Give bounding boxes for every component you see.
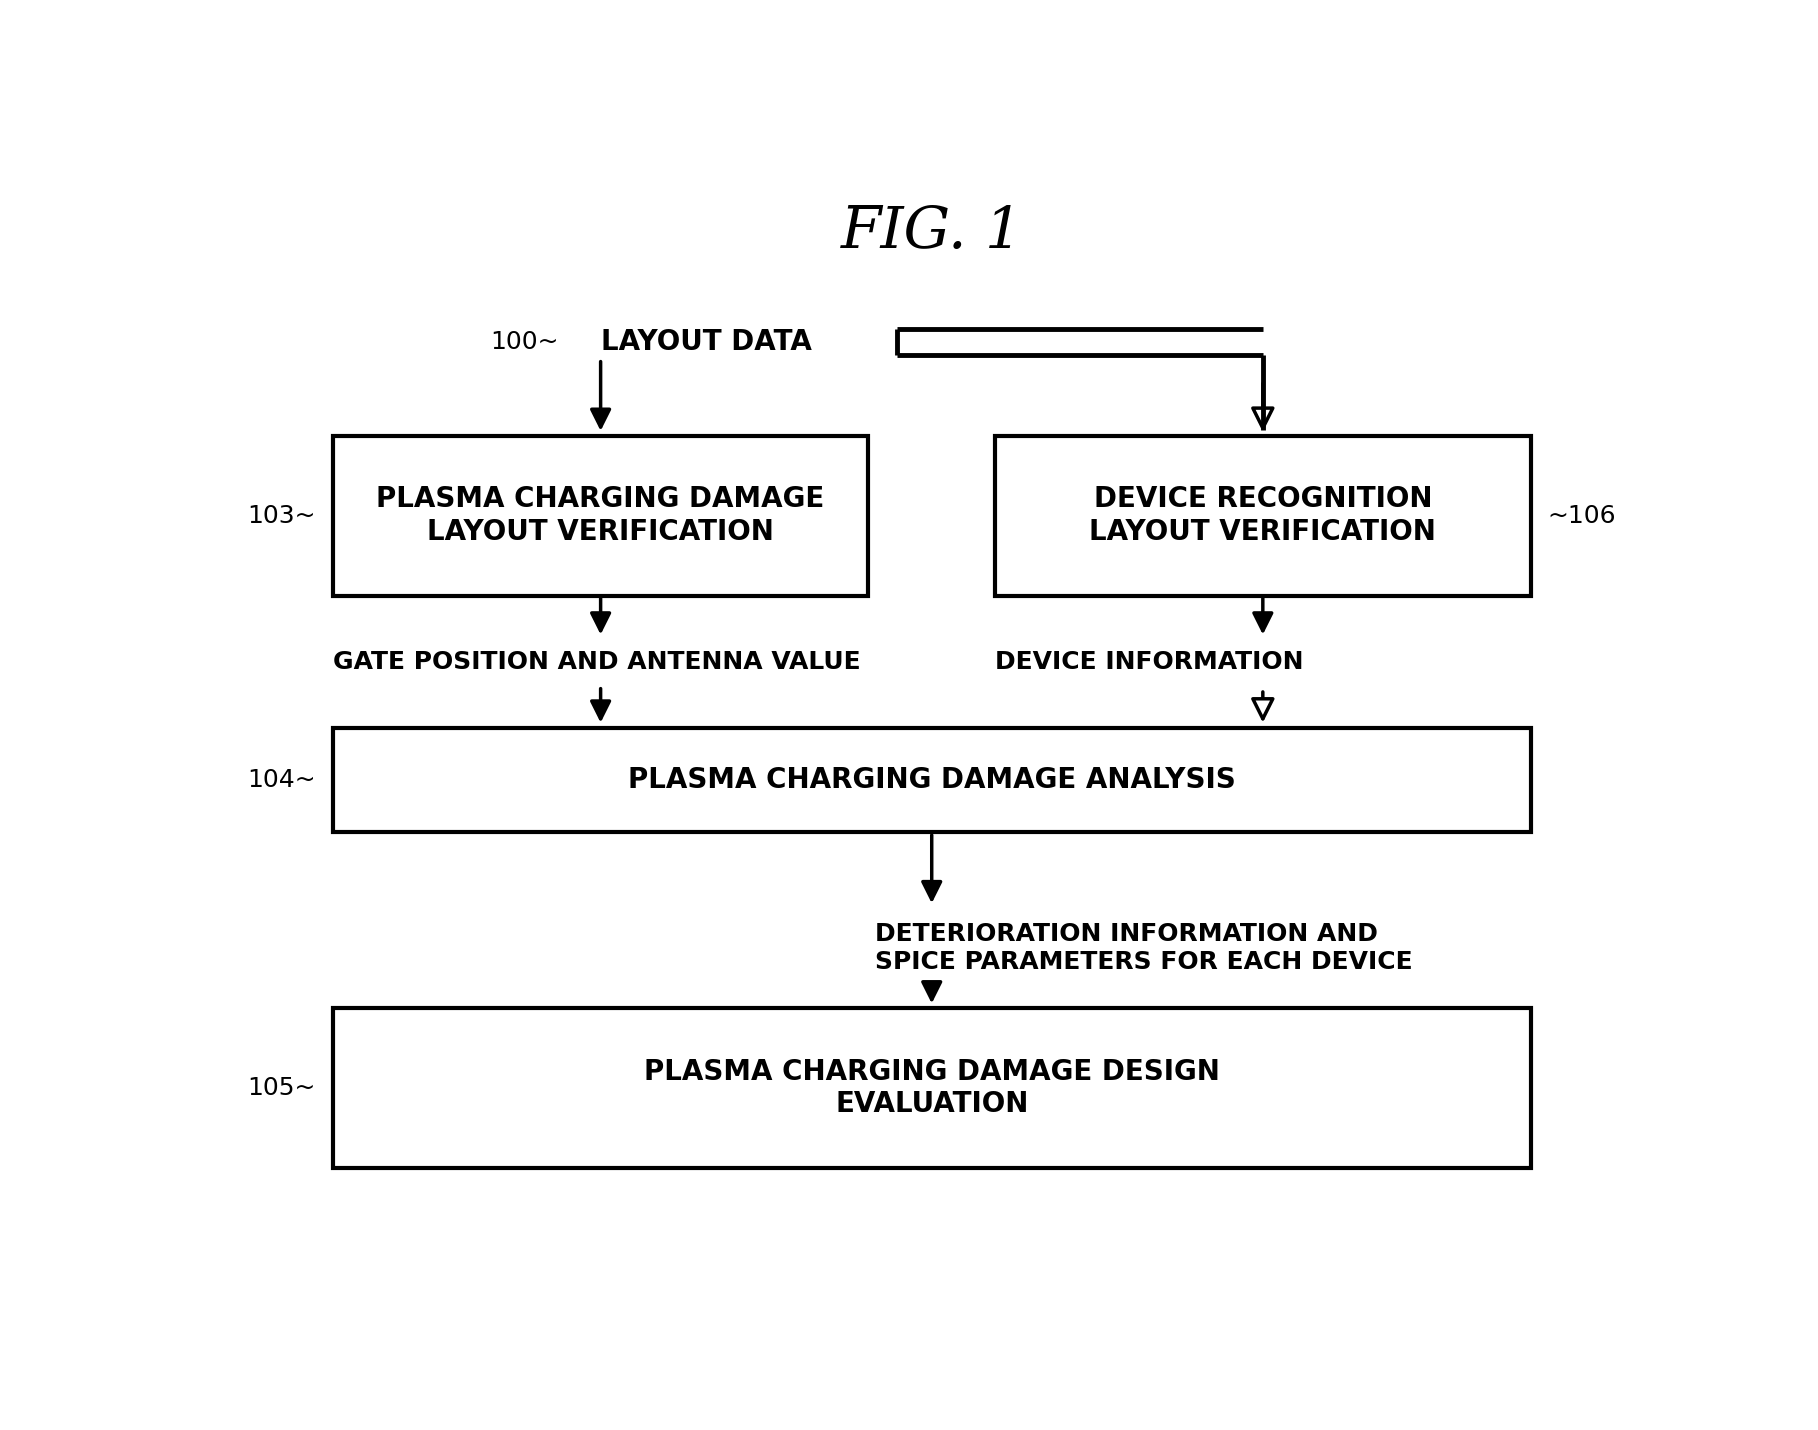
Text: DEVICE RECOGNITION
LAYOUT VERIFICATION: DEVICE RECOGNITION LAYOUT VERIFICATION [1089, 486, 1436, 546]
Text: GATE POSITION AND ANTENNA VALUE: GATE POSITION AND ANTENNA VALUE [333, 649, 860, 674]
Text: 100~: 100~ [489, 330, 558, 355]
Text: PLASMA CHARGING DAMAGE DESIGN
EVALUATION: PLASMA CHARGING DAMAGE DESIGN EVALUATION [644, 1058, 1220, 1118]
FancyBboxPatch shape [333, 436, 869, 595]
Text: PLASMA CHARGING DAMAGE
LAYOUT VERIFICATION: PLASMA CHARGING DAMAGE LAYOUT VERIFICATI… [376, 486, 825, 546]
Text: DETERIORATION INFORMATION AND
SPICE PARAMETERS FOR EACH DEVICE: DETERIORATION INFORMATION AND SPICE PARA… [876, 922, 1413, 974]
Text: 104~: 104~ [247, 768, 316, 792]
FancyBboxPatch shape [333, 1008, 1531, 1168]
Text: DEVICE INFORMATION: DEVICE INFORMATION [994, 649, 1304, 674]
Text: PLASMA CHARGING DAMAGE ANALYSIS: PLASMA CHARGING DAMAGE ANALYSIS [627, 766, 1236, 794]
Text: 105~: 105~ [247, 1077, 316, 1100]
Text: ~106: ~106 [1547, 503, 1616, 528]
Text: LAYOUT DATA: LAYOUT DATA [602, 329, 811, 356]
Text: 103~: 103~ [247, 503, 316, 528]
FancyBboxPatch shape [333, 728, 1531, 832]
Text: FIG. 1: FIG. 1 [840, 204, 1024, 260]
FancyBboxPatch shape [994, 436, 1531, 595]
